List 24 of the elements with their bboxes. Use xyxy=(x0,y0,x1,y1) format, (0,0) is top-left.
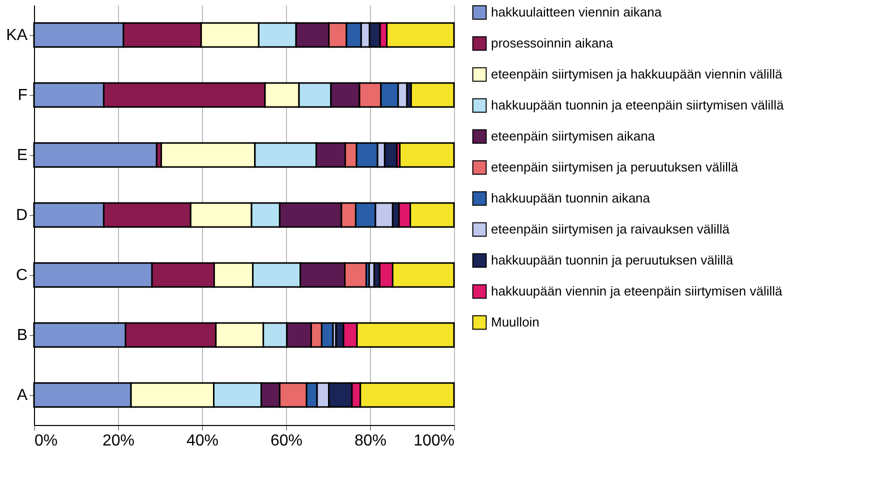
legend-label: hakkuupään viennin ja eteenpäin siirtymisen välillä xyxy=(491,284,783,298)
legend-label: hakkuupään tuonnin ja eteenpäin siirtymisen välillä xyxy=(491,98,784,112)
legend-label: Muulloin xyxy=(491,314,540,330)
legend-label: eteenpäin siirtymisen aikana xyxy=(491,128,656,144)
legend-label: hakkuupään tuonnin ja peruutuksen välillä xyxy=(491,252,734,268)
x-tick-label: 60% xyxy=(270,432,303,450)
y-tick-label: A xyxy=(16,387,28,404)
legend-label: eteenpäin siirtymisen ja peruutuksen välillä xyxy=(491,160,739,174)
x-tick-label: 40% xyxy=(186,432,219,450)
y-tick-label: F xyxy=(18,87,28,104)
x-tick-label: 80% xyxy=(354,432,387,450)
legend-label: hakkuulaitteen viennin aikana xyxy=(491,4,662,20)
legend-label: prosessoinnin aikana xyxy=(491,36,614,50)
y-tick-label: KA xyxy=(6,27,28,44)
legend-label: eteenpäin siirtymisen ja raivauksen välillä xyxy=(491,222,730,236)
y-tick-label: B xyxy=(16,327,28,344)
y-tick-label: E xyxy=(16,147,28,164)
y-tick-label: D xyxy=(16,207,28,224)
legend-label: eteenpäin siirtymisen ja hakkuupään viennin välillä xyxy=(491,66,783,82)
x-tick-label: 0% xyxy=(34,432,58,450)
legend-label: hakkuupään tuonnin aikana xyxy=(491,190,651,206)
x-tick-label: 20% xyxy=(102,432,135,450)
x-tick-label: 100% xyxy=(414,432,454,450)
y-tick-label: C xyxy=(16,267,28,284)
